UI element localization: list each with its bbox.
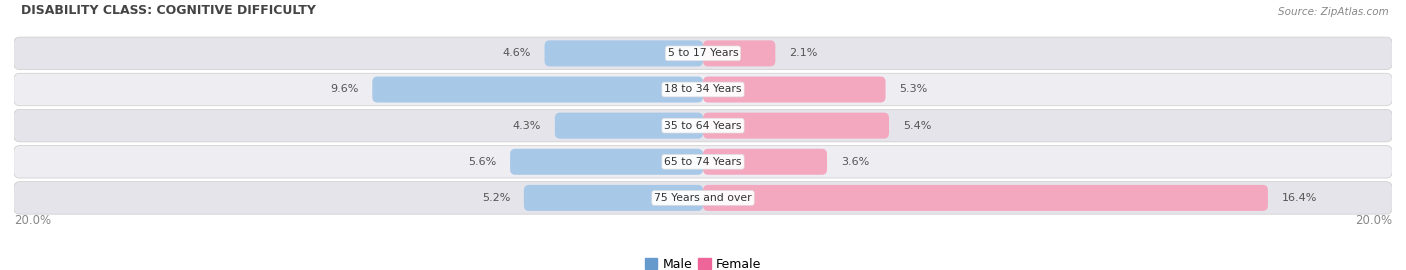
Text: 2.1%: 2.1%: [789, 48, 817, 58]
Text: 5.3%: 5.3%: [900, 85, 928, 94]
Text: DISABILITY CLASS: COGNITIVE DIFFICULTY: DISABILITY CLASS: COGNITIVE DIFFICULTY: [21, 4, 316, 17]
FancyBboxPatch shape: [373, 76, 703, 103]
FancyBboxPatch shape: [703, 185, 1268, 211]
FancyBboxPatch shape: [14, 37, 1392, 70]
Text: 35 to 64 Years: 35 to 64 Years: [664, 121, 742, 131]
FancyBboxPatch shape: [544, 40, 703, 66]
Text: 9.6%: 9.6%: [330, 85, 359, 94]
Text: 5.6%: 5.6%: [468, 157, 496, 167]
Text: 5 to 17 Years: 5 to 17 Years: [668, 48, 738, 58]
Text: 16.4%: 16.4%: [1282, 193, 1317, 203]
Text: 20.0%: 20.0%: [14, 214, 51, 227]
Text: 20.0%: 20.0%: [1355, 214, 1392, 227]
FancyBboxPatch shape: [14, 73, 1392, 106]
Legend: Male, Female: Male, Female: [640, 253, 766, 270]
Text: 5.2%: 5.2%: [482, 193, 510, 203]
FancyBboxPatch shape: [703, 76, 886, 103]
FancyBboxPatch shape: [703, 40, 775, 66]
FancyBboxPatch shape: [524, 185, 703, 211]
Text: 65 to 74 Years: 65 to 74 Years: [664, 157, 742, 167]
Text: 3.6%: 3.6%: [841, 157, 869, 167]
FancyBboxPatch shape: [14, 182, 1392, 214]
FancyBboxPatch shape: [703, 149, 827, 175]
FancyBboxPatch shape: [555, 113, 703, 139]
FancyBboxPatch shape: [14, 146, 1392, 178]
FancyBboxPatch shape: [14, 109, 1392, 142]
Text: 4.3%: 4.3%: [513, 121, 541, 131]
Text: Source: ZipAtlas.com: Source: ZipAtlas.com: [1278, 7, 1389, 17]
Text: 4.6%: 4.6%: [502, 48, 531, 58]
Text: 5.4%: 5.4%: [903, 121, 931, 131]
FancyBboxPatch shape: [703, 113, 889, 139]
Text: 75 Years and over: 75 Years and over: [654, 193, 752, 203]
FancyBboxPatch shape: [510, 149, 703, 175]
Text: 18 to 34 Years: 18 to 34 Years: [664, 85, 742, 94]
